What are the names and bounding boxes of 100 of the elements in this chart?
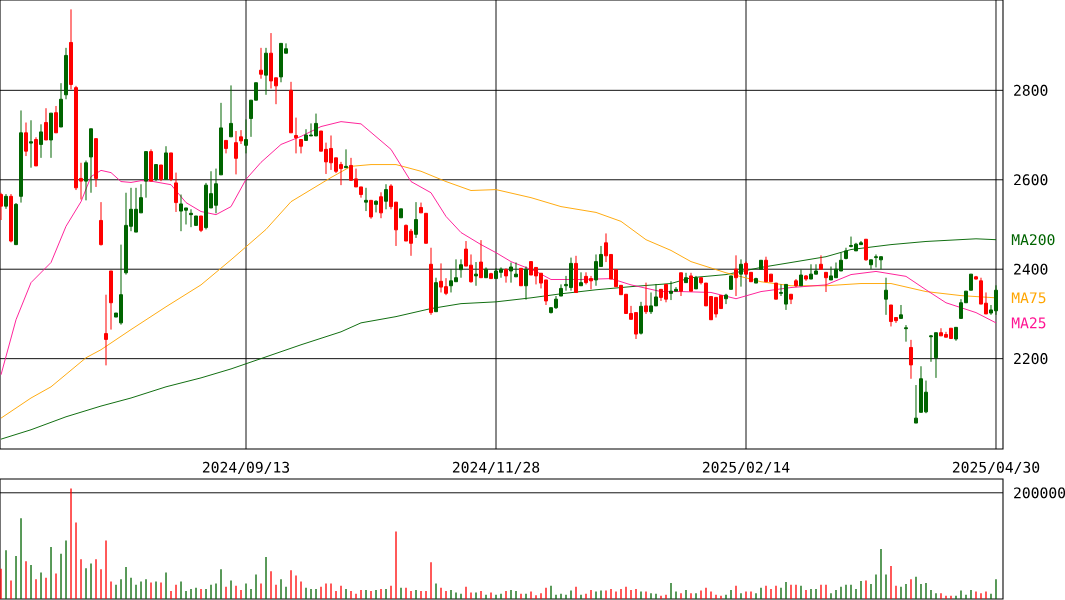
candlestick	[4, 193, 9, 210]
candlestick	[684, 272, 688, 284]
candlestick	[914, 384, 918, 424]
candlestick	[899, 304, 903, 319]
candlestick	[44, 107, 49, 141]
candlestick	[19, 109, 24, 204]
candlestick	[0, 192, 4, 221]
candlestick	[69, 8, 74, 90]
candlestick	[399, 208, 403, 219]
x-tick-label: 2024/11/28	[452, 461, 540, 474]
candlestick	[574, 255, 578, 293]
line-series	[0, 121, 997, 376]
candlestick	[689, 272, 693, 292]
candlestick	[414, 201, 419, 239]
candlestick	[124, 192, 129, 276]
candlestick	[169, 152, 174, 182]
candlestick	[374, 199, 379, 213]
candlestick	[164, 145, 169, 180]
candlestick	[24, 122, 29, 157]
candlestick	[59, 82, 64, 128]
candlestick	[239, 129, 244, 145]
candlestick	[504, 267, 508, 284]
candlestick	[884, 277, 888, 316]
candlestick	[189, 208, 194, 228]
candlestick	[234, 130, 239, 175]
candlestick	[869, 259, 873, 270]
candlestick	[819, 254, 823, 270]
candlestick	[579, 271, 584, 287]
candlestick	[459, 258, 463, 279]
candlestick	[434, 277, 438, 313]
candlestick	[559, 283, 563, 297]
candlestick	[49, 112, 54, 159]
candlestick	[264, 47, 269, 96]
candlestick	[644, 282, 648, 315]
candlestick	[754, 277, 758, 284]
series-label: MA75	[1011, 292, 1046, 304]
candlestick	[229, 84, 234, 138]
candlestick	[99, 201, 104, 247]
candlestick	[89, 128, 94, 194]
candlestick	[84, 160, 89, 201]
candlestick	[289, 81, 294, 134]
candlestick	[179, 194, 184, 232]
candlestick	[154, 164, 159, 182]
x-tick-label: 2025/02/14	[702, 461, 790, 474]
candlestick	[199, 215, 204, 233]
candlestick	[844, 247, 848, 260]
x-tick-label: 2024/09/13	[202, 461, 290, 474]
candlestick	[219, 102, 224, 176]
candlestick	[824, 271, 828, 293]
series-label: MA200	[1011, 234, 1055, 246]
candlestick	[954, 326, 958, 342]
candlestick	[104, 294, 109, 366]
candlestick	[474, 261, 479, 287]
candlestick	[974, 275, 978, 280]
candlestick	[294, 117, 299, 154]
candlestick	[194, 215, 199, 226]
candlestick	[149, 148, 154, 182]
candlestick	[514, 262, 518, 278]
candlestick	[34, 136, 39, 167]
y-tick-label: 2600	[1014, 174, 1048, 186]
candlestick	[429, 247, 434, 316]
candlestick	[14, 202, 19, 246]
candlestick	[439, 262, 444, 293]
candlestick	[729, 275, 733, 290]
candlestick	[479, 239, 483, 279]
candlestick	[279, 42, 284, 83]
line-series	[0, 238, 997, 440]
candlestick	[39, 123, 44, 159]
candlestick	[9, 193, 14, 243]
candlestick	[369, 199, 374, 220]
candlestick	[224, 139, 229, 154]
line-series	[0, 164, 997, 419]
candlestick	[379, 191, 384, 219]
candlestick	[774, 282, 778, 300]
candlestick	[904, 324, 908, 343]
candlestick	[109, 270, 114, 331]
candlestick	[384, 183, 389, 210]
candlestick	[694, 275, 698, 290]
candlestick	[759, 259, 763, 270]
candlestick	[144, 151, 149, 199]
y-tick-label: 2200	[1014, 353, 1048, 365]
candlestick	[739, 258, 743, 288]
candlestick	[54, 105, 59, 134]
candlestick	[94, 138, 99, 188]
candlestick	[174, 172, 179, 213]
candlestick	[804, 274, 808, 282]
y-tick-label: 200000	[1014, 487, 1065, 499]
candlestick	[724, 293, 728, 305]
y-tick-label: 2400	[1014, 263, 1048, 275]
candlestick	[524, 266, 528, 301]
candlestick	[864, 238, 868, 262]
y-tick-label: 2800	[1014, 84, 1048, 96]
candlestick	[344, 148, 349, 169]
candlestick	[159, 164, 164, 182]
candlestick	[789, 293, 793, 305]
candlestick	[259, 47, 264, 80]
candlestick	[509, 262, 514, 284]
candlestick	[679, 272, 683, 297]
candlestick	[734, 254, 738, 297]
candlestick	[244, 118, 249, 154]
